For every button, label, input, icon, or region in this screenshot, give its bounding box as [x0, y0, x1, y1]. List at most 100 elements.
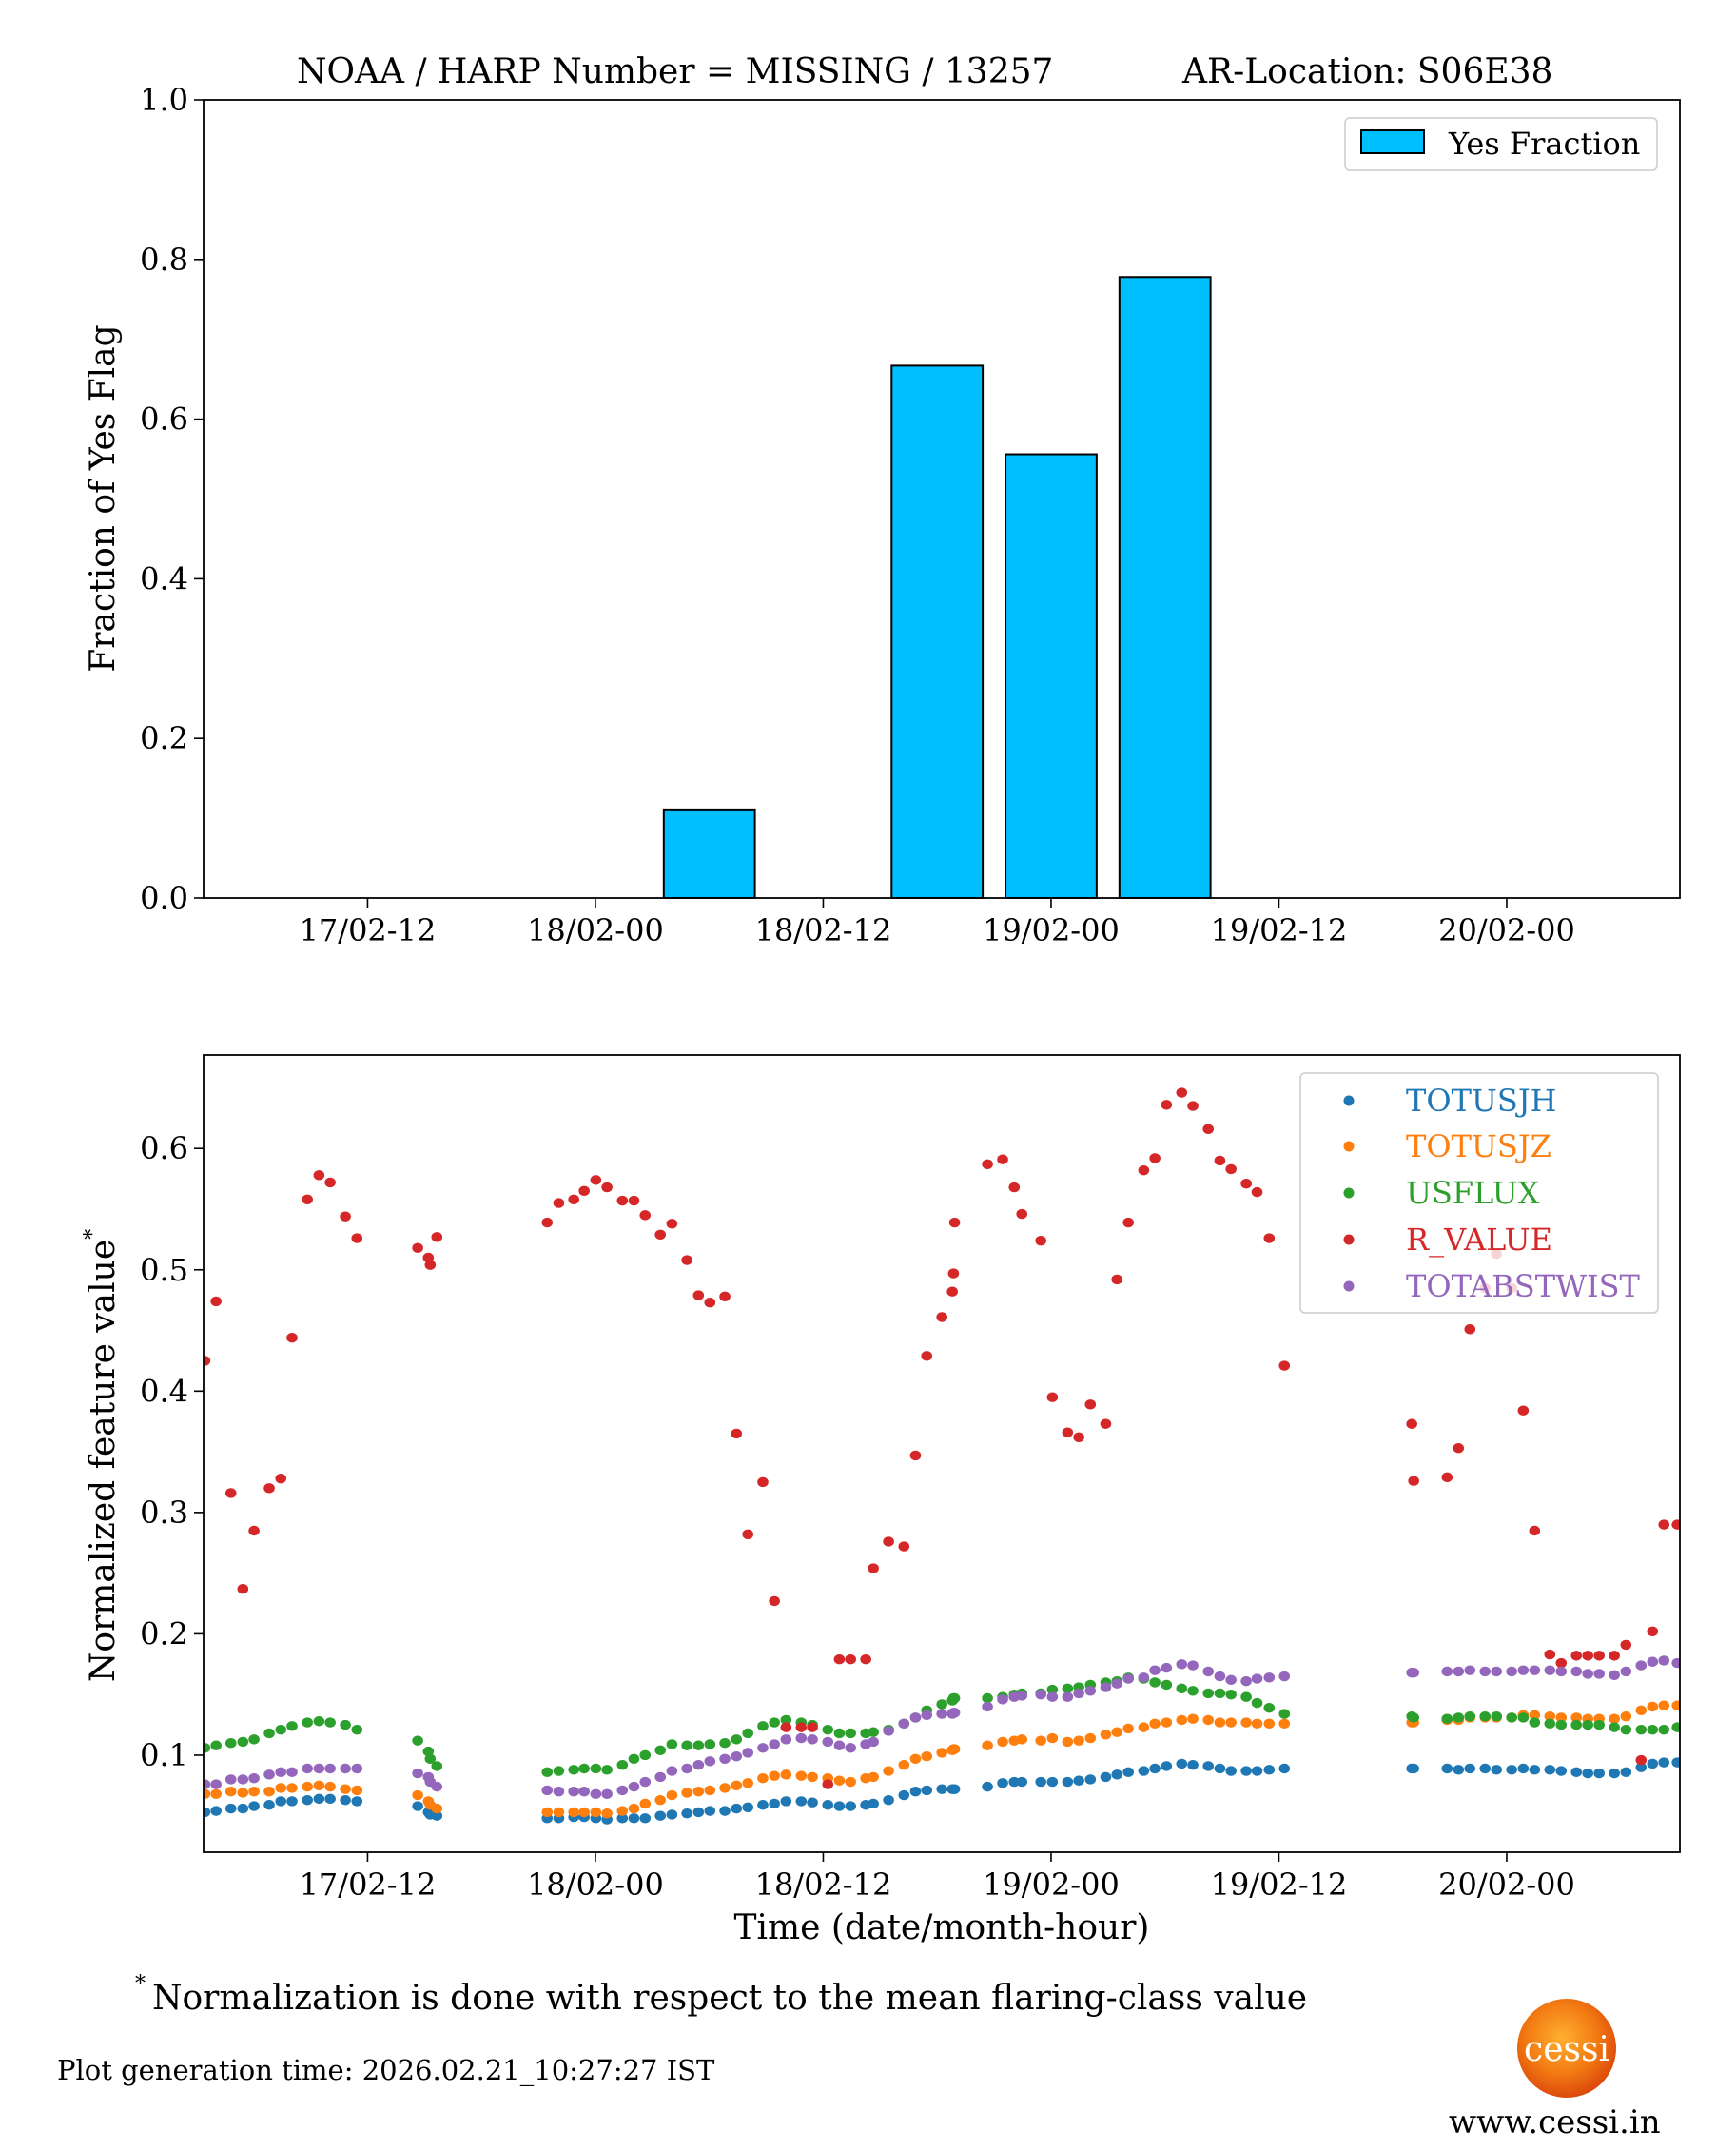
data-point	[1263, 1718, 1276, 1729]
data-point	[1570, 1666, 1583, 1677]
y-axis-label: Normalized feature value*	[81, 1229, 123, 1682]
data-point	[412, 1801, 423, 1811]
data-point	[431, 1810, 443, 1821]
data-point	[1202, 1688, 1215, 1699]
x-tick-label: 20/02-00	[1438, 912, 1575, 948]
data-point	[1016, 1776, 1028, 1788]
website-link[interactable]: www.cessi.in	[1449, 2103, 1661, 2141]
data-point	[833, 1653, 846, 1665]
data-point	[1187, 1713, 1199, 1724]
data-point	[248, 1787, 260, 1797]
data-point	[1464, 1665, 1476, 1675]
y-tick-label: 1.0	[140, 82, 188, 118]
data-point	[431, 1232, 443, 1242]
data-point	[210, 1779, 222, 1789]
data-point	[578, 1763, 590, 1774]
data-point	[742, 1728, 754, 1739]
data-point	[654, 1229, 667, 1240]
data-point	[1570, 1719, 1583, 1730]
data-point	[553, 1787, 565, 1797]
data-point	[248, 1772, 260, 1784]
data-point	[286, 1783, 298, 1793]
data-point	[1647, 1724, 1659, 1735]
legend-marker	[1343, 1095, 1355, 1106]
sun-icon	[1517, 1999, 1616, 2098]
data-point	[210, 1740, 222, 1750]
data-point	[1138, 1164, 1150, 1176]
data-point	[936, 1312, 947, 1322]
data-point	[628, 1781, 640, 1792]
data-point	[692, 1740, 705, 1750]
data-point	[982, 1701, 993, 1712]
data-point	[868, 1771, 879, 1783]
data-point	[1609, 1670, 1620, 1680]
data-point	[1122, 1673, 1134, 1684]
data-point	[666, 1766, 678, 1776]
data-point	[590, 1788, 602, 1799]
data-point	[1609, 1713, 1620, 1724]
data-point	[237, 1584, 249, 1594]
data-point	[1570, 1767, 1583, 1778]
y-axis-label-marker: *	[81, 1229, 105, 1240]
data-point	[1122, 1723, 1134, 1734]
data-point	[616, 1806, 629, 1816]
data-point	[1149, 1763, 1161, 1774]
data-point	[1251, 1697, 1263, 1709]
data-point	[1161, 1100, 1173, 1110]
data-point	[757, 1476, 769, 1488]
title-ar-location: AR-Location: S06E38	[1181, 52, 1552, 91]
data-point	[340, 1794, 351, 1806]
data-point	[1214, 1763, 1226, 1774]
legend-marker	[1343, 1280, 1355, 1292]
data-point	[1544, 1718, 1556, 1729]
data-point	[860, 1653, 871, 1665]
data-point	[224, 1488, 237, 1498]
data-point	[1084, 1774, 1097, 1785]
data-point	[616, 1759, 629, 1770]
data-point	[1658, 1519, 1670, 1530]
data-point	[921, 1751, 933, 1762]
data-point	[666, 1809, 678, 1820]
data-point	[313, 1716, 325, 1727]
data-point	[1111, 1769, 1123, 1780]
data-point	[719, 1738, 731, 1749]
data-point	[639, 1813, 652, 1824]
legend-marker	[1343, 1234, 1355, 1245]
bars	[662, 276, 1212, 899]
data-point	[898, 1541, 910, 1552]
data-point	[275, 1783, 287, 1793]
legend-label: TOTABSTWIST	[1406, 1268, 1641, 1304]
data-point	[1176, 1087, 1188, 1098]
legend-frame	[1299, 1072, 1659, 1314]
data-point	[780, 1714, 792, 1726]
axes-frame	[203, 1054, 1681, 1853]
data-point	[263, 1483, 275, 1494]
data-point	[719, 1783, 731, 1793]
data-point	[1240, 1766, 1252, 1776]
data-point	[948, 1217, 961, 1228]
legend-label: USFLUX	[1406, 1175, 1540, 1211]
yes-fraction-bar-chart: 17/02-12 18/02-00 18/02-12 19/02-00 19/02-12…	[84, 82, 1681, 948]
data-point	[731, 1780, 743, 1791]
data-point	[263, 1800, 275, 1810]
data-point	[681, 1740, 692, 1750]
data-point	[654, 1745, 667, 1756]
data-point	[1202, 1666, 1215, 1677]
data-point	[340, 1719, 351, 1730]
data-point	[1582, 1719, 1593, 1730]
x-tick-label: 20/02-00	[1438, 1867, 1575, 1903]
data-point	[1529, 1765, 1541, 1775]
data-point	[769, 1595, 780, 1607]
data-point	[681, 1763, 692, 1774]
data-point	[1491, 1765, 1502, 1775]
x-axis-ticks: 17/02-12 18/02-00 18/02-12 19/02-00 19/02-12…	[300, 1852, 1575, 1903]
data-point	[1225, 1674, 1237, 1686]
data-point	[302, 1794, 313, 1806]
data-point	[1671, 1722, 1680, 1732]
data-point	[601, 1808, 613, 1819]
y-tick-label: 0.6	[140, 401, 188, 438]
data-point	[1408, 1712, 1419, 1723]
legend: Yes Fraction	[1344, 117, 1658, 171]
y-tick-label: 0.2	[140, 720, 188, 756]
data-point	[553, 1766, 565, 1776]
